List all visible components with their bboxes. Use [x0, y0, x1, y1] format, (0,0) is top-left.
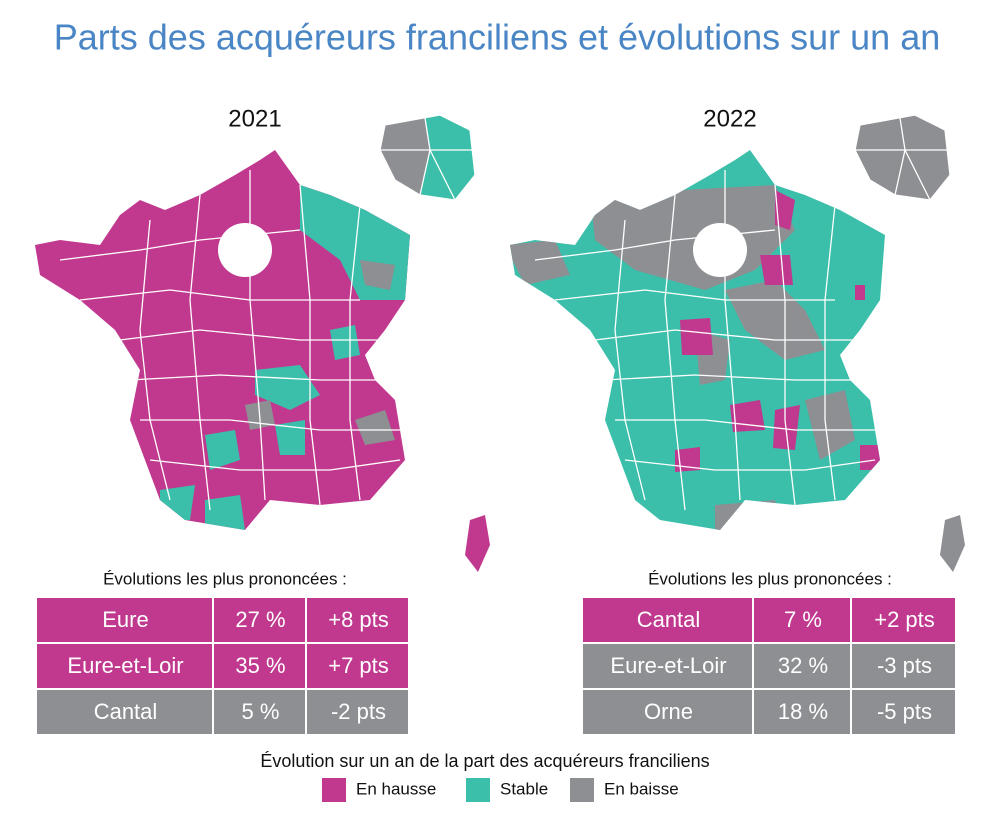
table-cell-text: 27 % [235, 607, 285, 632]
corsica [940, 515, 965, 572]
table-cell-text: -2 pts [331, 699, 386, 724]
region-baisse [510, 240, 570, 285]
region-baisse [355, 410, 395, 445]
title: Parts des acquéreurs franciliens et évol… [54, 17, 940, 58]
table-cell [754, 598, 850, 642]
table-cell-text: 35 % [235, 653, 285, 678]
france [510, 150, 885, 530]
region-stable [330, 325, 360, 360]
table-cell-text: Eure-et-Loir [67, 653, 183, 678]
table-cell [37, 598, 212, 642]
table-cell-text: +7 pts [328, 653, 389, 678]
region-baisse [360, 260, 395, 290]
table-cell-text: -3 pts [877, 653, 932, 678]
region-hausse [760, 255, 793, 285]
idf-hole [693, 223, 747, 277]
table-cell-text: 7 % [784, 607, 822, 632]
table-cell [852, 644, 955, 688]
table-cell-text: Orne [644, 699, 693, 724]
table-cell [754, 644, 850, 688]
table-cell-text: Eure-et-Loir [610, 653, 726, 678]
table-caption: Évolutions les plus prononcées : [103, 569, 347, 588]
map-2021: 2021 [35, 105, 490, 572]
table-cell [307, 690, 408, 734]
idf-inset [854, 114, 951, 201]
department-borders [534, 170, 876, 511]
region-stable [205, 430, 240, 470]
table-cell [754, 690, 850, 734]
table-cell [583, 644, 752, 688]
legend-swatch [570, 778, 594, 802]
table-cell [37, 644, 212, 688]
table-cell [583, 690, 752, 734]
map-2022: 2022 [510, 105, 965, 572]
table-cell [852, 690, 955, 734]
table-cell-text: 32 % [778, 653, 828, 678]
table-cell [852, 598, 955, 642]
region-baisse [590, 185, 795, 290]
table-cell [214, 598, 305, 642]
region-hausse [680, 318, 713, 355]
france [35, 150, 410, 530]
table-cell-text: -5 pts [877, 699, 932, 724]
table-cell-text: Cantal [637, 607, 701, 632]
region-hausse [775, 190, 795, 230]
legend-label: En hausse [356, 779, 436, 798]
table-cell-text: Cantal [94, 699, 158, 724]
legend-label: En baisse [604, 779, 679, 798]
corsica [465, 515, 490, 572]
map-year: 2022 [703, 105, 756, 132]
region-stable [275, 420, 305, 455]
table-cell [214, 690, 305, 734]
idf-hole [218, 223, 272, 277]
legend-label: Stable [500, 779, 548, 798]
table-cell [214, 644, 305, 688]
region-baisse [805, 390, 855, 460]
table-cell-text: Eure [102, 607, 148, 632]
department-borders [59, 170, 401, 511]
table-cell [307, 598, 408, 642]
region-baisse [715, 500, 780, 530]
region-stable [255, 365, 320, 410]
legend-swatch [322, 778, 346, 802]
table-cell [307, 644, 408, 688]
legend-swatch [466, 778, 490, 802]
table-cell-text: 18 % [778, 699, 828, 724]
table-cell-text: 5 % [242, 699, 280, 724]
idf-inset [379, 114, 476, 201]
legend-title: Évolution sur un an de la part des acqué… [260, 751, 709, 771]
table-cell-text: +8 pts [328, 607, 389, 632]
table-cell-text: +2 pts [874, 607, 935, 632]
table-cell [37, 690, 212, 734]
map-year: 2021 [228, 105, 281, 132]
table-caption: Évolutions les plus prononcées : [648, 569, 892, 588]
table-cell [583, 598, 752, 642]
